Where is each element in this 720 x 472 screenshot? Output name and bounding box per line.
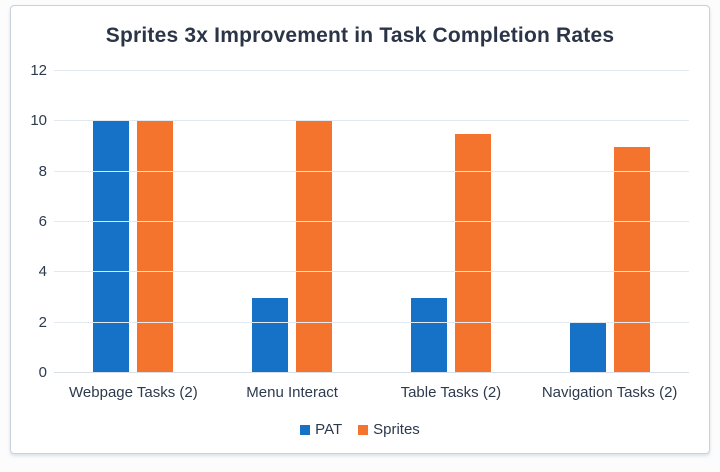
gridline-y-10 — [54, 120, 689, 122]
x-axis-label-1: Webpage Tasks (2) — [69, 384, 198, 401]
legend-item-pat: PAT — [300, 421, 342, 438]
x-axis-labels: Webpage Tasks (2) Menu Interact Table Task… — [54, 384, 689, 401]
y-tick-label-10: 10 — [30, 112, 47, 130]
legend-swatch-pat — [300, 424, 311, 435]
y-tick-label-12: 12 — [30, 62, 47, 79]
gridline-y-8 — [54, 170, 689, 172]
gridline-y-4 — [54, 271, 689, 273]
bar-group-4 — [530, 71, 689, 373]
x-axis-label-4: Navigation Tasks (2) — [541, 384, 678, 401]
chart-title: Sprites 3x Improvement in Task Completio… — [105, 24, 615, 47]
bar-pat-2 — [252, 297, 289, 373]
bar-pat-4 — [569, 322, 606, 373]
x-axis-label-3: Table Tasks (2) — [400, 384, 502, 401]
gridline-y-12 — [54, 70, 689, 71]
bar-sprites-2 — [296, 121, 333, 373]
x-axis-label-2: Menu Interact — [246, 384, 338, 401]
bar-group-1 — [54, 71, 213, 373]
y-tick-label-0: 0 — [38, 364, 47, 381]
legend-item-sprites: Sprites — [358, 421, 420, 438]
legend-swatch-sprites — [358, 424, 369, 435]
gridline-y-2 — [54, 321, 689, 323]
plot-area — [54, 70, 689, 373]
bar-pat-1 — [93, 121, 130, 373]
y-tick-label-2: 2 — [38, 313, 47, 331]
y-tick-label-4: 4 — [38, 263, 47, 281]
y-tick-label-6: 6 — [38, 213, 47, 230]
bar-group-2 — [213, 71, 372, 373]
chart-card: Sprites 3x Improvement in Task Completio… — [10, 5, 710, 454]
legend-label-pat: PAT — [315, 421, 343, 438]
bar-sprites-3 — [454, 133, 491, 373]
bar-sprites-4 — [613, 146, 650, 373]
y-tick-label-8: 8 — [38, 162, 47, 180]
legend-label-sprites: Sprites — [373, 421, 420, 438]
legend: PAT Sprites — [11, 421, 709, 438]
gridline-y-6 — [54, 221, 689, 222]
bar-sprites-1 — [137, 121, 174, 373]
bar-groups — [54, 71, 689, 373]
bar-group-3 — [372, 71, 531, 373]
gridline-y-0 — [54, 372, 689, 373]
bar-pat-3 — [410, 297, 447, 373]
